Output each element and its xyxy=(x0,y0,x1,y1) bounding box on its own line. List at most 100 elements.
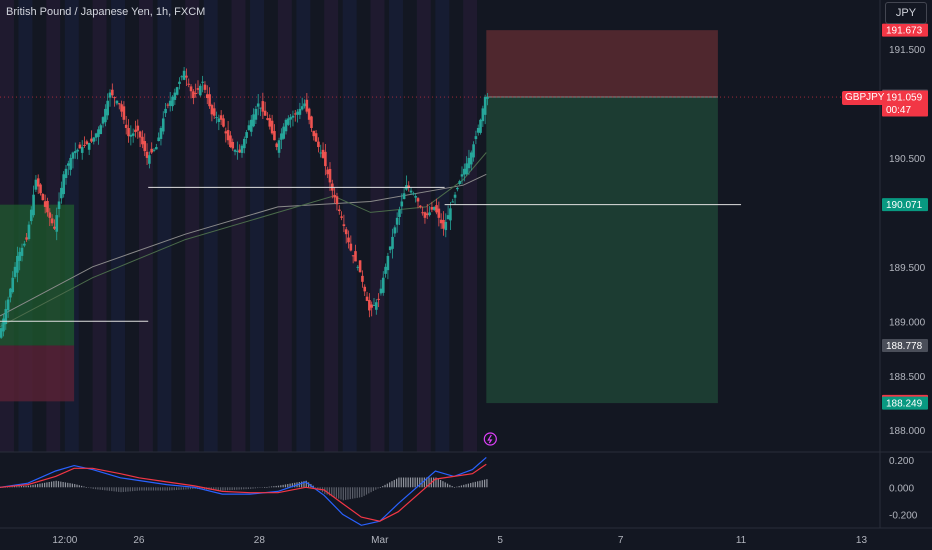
histogram-bar xyxy=(62,481,64,488)
histogram-bar xyxy=(217,487,219,491)
candle-body xyxy=(314,133,318,142)
candle-body xyxy=(486,96,489,99)
histogram-bar xyxy=(145,487,148,491)
candle-body xyxy=(64,168,68,178)
histogram-bar xyxy=(451,486,453,488)
histogram-bar xyxy=(185,487,187,490)
oscillator-tick-label: 0.000 xyxy=(889,483,914,494)
candle-body xyxy=(94,133,98,138)
currency-button[interactable]: JPY xyxy=(885,2,927,24)
candle-body xyxy=(124,124,128,128)
candle-body xyxy=(247,125,251,130)
candle-body xyxy=(342,224,346,226)
histogram-bar xyxy=(150,487,152,491)
price-tag-label: 191.673 xyxy=(886,26,923,37)
candle-body xyxy=(226,130,230,141)
candle-body xyxy=(90,138,93,142)
candle-body xyxy=(245,132,248,138)
candle-body xyxy=(238,149,241,153)
symbol-tag: GBPJPY xyxy=(842,91,888,105)
candle-body xyxy=(152,149,156,151)
histogram-bar xyxy=(23,485,25,488)
histogram-bar xyxy=(423,477,425,488)
histogram-bar xyxy=(34,484,36,488)
candle-body xyxy=(444,221,448,231)
session-band xyxy=(342,0,357,452)
histogram-bar xyxy=(363,487,365,496)
histogram-bar xyxy=(460,485,463,488)
histogram-bar xyxy=(280,485,282,488)
session-band xyxy=(138,0,153,452)
candle-body xyxy=(13,266,17,277)
candle-body xyxy=(101,117,105,124)
histogram-bar xyxy=(148,487,150,491)
candle-body xyxy=(73,151,77,154)
histogram-bar xyxy=(13,486,16,488)
session-band xyxy=(324,0,339,452)
candle-body xyxy=(379,288,383,294)
candle-body xyxy=(449,208,452,221)
histogram-bar xyxy=(289,483,291,488)
time-tick-label: 28 xyxy=(254,535,266,546)
candle-body xyxy=(187,83,191,85)
histogram-bar xyxy=(136,487,138,491)
candle-body xyxy=(16,255,19,273)
candle-body xyxy=(435,205,438,213)
candle-body xyxy=(319,152,323,154)
histogram-bar xyxy=(189,487,192,490)
session-band xyxy=(277,0,292,452)
candle-body xyxy=(381,277,385,293)
candle-body xyxy=(76,149,79,152)
candle-body xyxy=(481,108,485,122)
histogram-bar xyxy=(243,487,245,490)
histogram-bar xyxy=(182,487,185,490)
candle-body xyxy=(377,298,380,300)
candle-body xyxy=(370,304,373,308)
histogram-bar xyxy=(30,485,32,488)
price-tag xyxy=(882,198,928,212)
histogram-bar xyxy=(55,480,57,488)
histogram-bar xyxy=(176,487,178,490)
stop-loss-zone xyxy=(486,30,718,98)
histogram-bar xyxy=(157,487,159,491)
price-tick-label: 189.000 xyxy=(889,317,926,328)
histogram-bar xyxy=(9,486,11,488)
histogram-bar xyxy=(257,487,259,489)
lightning-alert-icon[interactable] xyxy=(483,432,497,446)
histogram-bar xyxy=(409,477,412,488)
candle-body xyxy=(476,127,480,133)
session-band xyxy=(463,0,478,452)
histogram-bar xyxy=(481,480,483,488)
candle-body xyxy=(62,174,65,195)
session-band xyxy=(185,0,200,452)
candle-body xyxy=(287,118,290,125)
old-target-zone xyxy=(0,204,75,346)
candle-body xyxy=(280,133,283,140)
histogram-bar xyxy=(155,487,157,491)
histogram-bar xyxy=(326,487,328,495)
candle-body xyxy=(138,131,142,138)
candle-body xyxy=(182,70,186,80)
histogram-bar xyxy=(375,487,377,490)
histogram-bar xyxy=(308,482,310,488)
histogram-bar xyxy=(372,487,375,491)
price-tag xyxy=(882,338,928,352)
histogram-bar xyxy=(233,487,236,490)
candle-body xyxy=(178,81,181,84)
candle-body xyxy=(229,135,232,148)
histogram-bar xyxy=(370,487,372,493)
candle-body xyxy=(259,107,262,109)
histogram-bar xyxy=(113,487,115,492)
candle-body xyxy=(349,243,353,251)
candle-body xyxy=(395,217,399,225)
histogram-bar xyxy=(60,481,62,488)
candle-body xyxy=(356,266,360,268)
histogram-bar xyxy=(134,487,136,491)
candle-body xyxy=(145,151,149,158)
histogram-bar xyxy=(277,485,280,488)
candle-body xyxy=(212,108,216,116)
candle-body xyxy=(57,201,61,209)
histogram-bar xyxy=(46,482,48,488)
histogram-bar xyxy=(166,487,168,491)
